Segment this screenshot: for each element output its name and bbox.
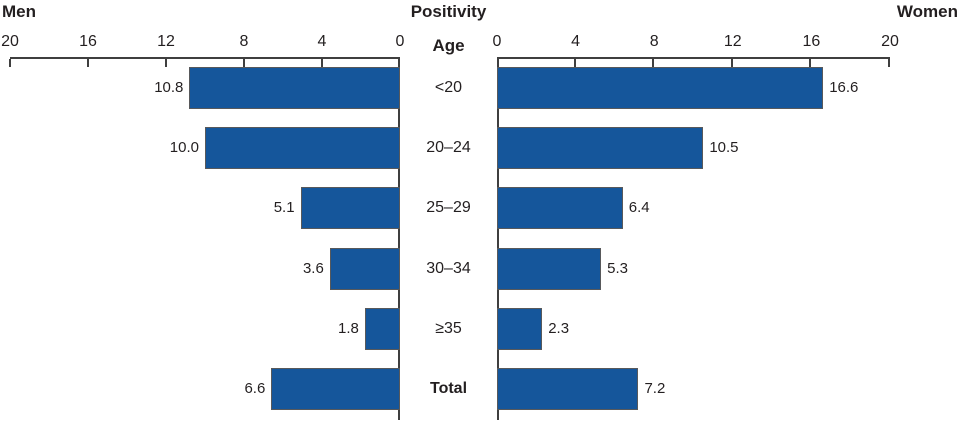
men-bar-value: 10.8 <box>154 79 184 96</box>
men-axis-tick-mark <box>165 59 167 67</box>
men-bar-value: 5.1 <box>273 199 295 216</box>
men-axis-tick-mark <box>9 59 11 67</box>
men-axis-tick-mark <box>87 59 89 67</box>
women-axis-tick-label: 16 <box>802 33 821 50</box>
age-category-label: 20–24 <box>426 139 471 156</box>
women-axis-line <box>497 57 890 67</box>
men-zero-baseline <box>398 57 400 420</box>
women-axis-tick-label: 0 <box>492 33 502 50</box>
men-bar-value: 1.8 <box>338 320 359 337</box>
women-axis-tick-mark <box>888 59 890 67</box>
men-bar-value: 10.0 <box>169 139 199 156</box>
age-category-label: <20 <box>434 79 463 96</box>
women-bar <box>497 67 824 109</box>
women-bar <box>497 127 704 169</box>
women-bar <box>497 368 639 410</box>
men-axis-tick-mark <box>243 59 245 67</box>
men-axis-line <box>9 57 400 67</box>
men-bar <box>364 308 400 350</box>
women-axis-tick-label: 20 <box>881 33 899 50</box>
men-axis-tick-label: 20 <box>1 33 19 50</box>
age-column-header: Age <box>432 36 465 55</box>
women-axis-tick-label: 12 <box>723 33 742 50</box>
men-axis-tick-label: 16 <box>79 33 97 50</box>
women-bar-value: 10.5 <box>709 139 739 156</box>
men-axis-tick-label: 12 <box>157 33 175 50</box>
women-bar <box>497 187 623 229</box>
age-category-label: 30–34 <box>426 260 471 277</box>
men-bar <box>205 127 400 169</box>
women-axis-tick-mark <box>730 59 733 67</box>
age-category-label: 25–29 <box>426 199 471 216</box>
women-panel-title: Women <box>896 2 958 21</box>
women-bar <box>497 248 602 290</box>
men-bar <box>329 248 400 290</box>
women-bar-value: 16.6 <box>829 79 859 96</box>
men-bar <box>189 67 400 109</box>
men-axis-tick-mark <box>321 59 323 67</box>
men-bar <box>271 368 400 410</box>
women-axis-tick-mark <box>573 59 576 67</box>
men-panel-title: Men <box>2 2 36 21</box>
women-axis-tick-mark <box>809 59 812 67</box>
women-bar-value: 7.2 <box>644 380 666 397</box>
women-axis-tick-label: 4 <box>571 33 581 50</box>
women-bar-value: 5.3 <box>607 260 628 277</box>
men-axis-tick-label: 4 <box>317 33 327 50</box>
men-axis-tick-label: 8 <box>239 33 249 50</box>
women-zero-baseline <box>497 57 499 420</box>
men-bar <box>300 187 400 229</box>
age-category-label: ≥35 <box>435 320 462 337</box>
men-bar-value: 3.6 <box>302 260 324 277</box>
women-bar-value: 2.3 <box>548 320 570 337</box>
men-axis-tick-label: 0 <box>395 33 405 50</box>
women-axis-tick-mark <box>652 59 655 67</box>
women-axis-tick-label: 8 <box>649 33 659 50</box>
age-category-label: Total <box>429 380 468 397</box>
chart-title: Positivity <box>410 2 487 21</box>
women-bar-value: 6.4 <box>628 199 650 216</box>
men-bar-value: 6.6 <box>244 380 266 397</box>
women-bar <box>497 308 543 350</box>
